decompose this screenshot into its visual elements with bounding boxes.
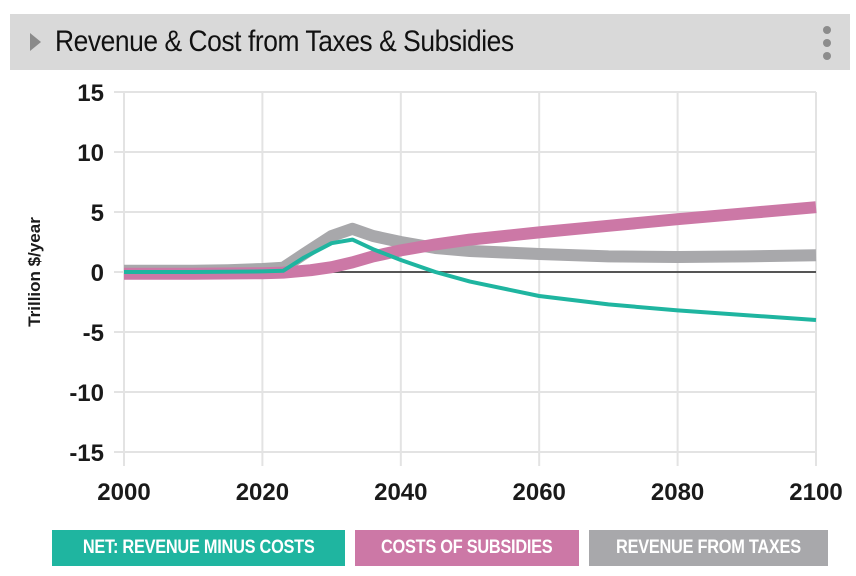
x-tick-label: 2100 xyxy=(789,479,842,506)
legend-label: NET: REVENUE MINUS COSTS xyxy=(82,537,315,558)
y-tick-label: -10 xyxy=(69,380,104,407)
y-tick-label: -5 xyxy=(83,320,104,347)
panel-header: Revenue & Cost from Taxes & Subsidies xyxy=(10,14,850,70)
kebab-dot xyxy=(823,52,831,60)
legend-label: COSTS OF SUBSIDIES xyxy=(381,537,553,558)
series-line-net[interactable] xyxy=(124,237,817,322)
caret-right-icon[interactable] xyxy=(30,33,41,51)
panel-title: Revenue & Cost from Taxes & Subsidies xyxy=(55,25,514,58)
x-tick-label: 2060 xyxy=(513,479,566,506)
kebab-menu-icon[interactable] xyxy=(822,26,832,60)
legend-item-net[interactable]: NET: REVENUE MINUS COSTS xyxy=(52,530,346,566)
legend-item-subsidies[interactable]: COSTS OF SUBSIDIES xyxy=(355,530,579,566)
y-tick-label: 5 xyxy=(91,200,104,227)
x-tick-labels: 2000 2020 2040 2060 2080 2100 xyxy=(97,479,842,506)
y-axis-title: Trillion $/year xyxy=(25,217,44,327)
y-tick-label: 10 xyxy=(77,140,104,167)
legend-label: REVENUE FROM TAXES xyxy=(615,537,801,558)
y-tick-label: 15 xyxy=(77,80,104,107)
legend-item-taxes[interactable]: REVENUE FROM TAXES xyxy=(588,530,828,566)
x-tick-label: 2040 xyxy=(374,479,427,506)
x-tick-label: 2080 xyxy=(651,479,704,506)
x-tick-label: 2000 xyxy=(97,479,150,506)
series-lines xyxy=(124,201,817,322)
series-line-subsidies[interactable] xyxy=(124,201,817,280)
y-tick-label: 0 xyxy=(91,260,104,287)
kebab-dot xyxy=(823,39,831,47)
x-tick-label: 2020 xyxy=(236,479,289,506)
legend: NET: REVENUE MINUS COSTS COSTS OF SUBSIDI… xyxy=(52,530,828,566)
y-tick-label: -15 xyxy=(69,440,104,467)
kebab-dot xyxy=(823,26,831,34)
y-tick-labels: 15 10 5 0 -5 -10 -15 xyxy=(69,80,104,467)
